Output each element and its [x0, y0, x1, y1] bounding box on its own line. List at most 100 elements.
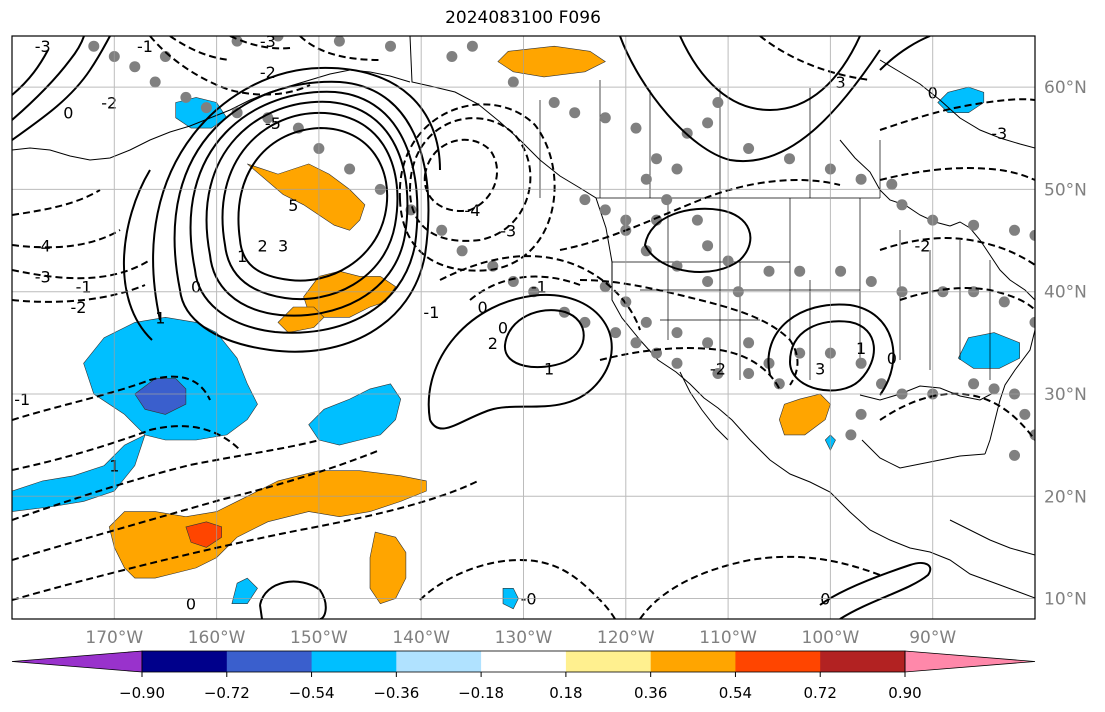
contour-label: -3 — [500, 221, 516, 240]
station-marker — [333, 36, 345, 47]
contour-label: 3 — [836, 73, 846, 92]
station-marker — [702, 337, 714, 349]
contour-label: 0 — [887, 349, 897, 368]
station-marker — [385, 40, 396, 52]
station-marker — [968, 219, 980, 231]
latitude-tick-label: 30°N — [1044, 385, 1087, 405]
colorbar-segment — [735, 651, 821, 672]
colorbar-tick-label: 0.90 — [888, 684, 921, 702]
contour-label: -3 — [35, 37, 51, 56]
station-marker — [896, 199, 908, 211]
contour-label: -2 — [260, 63, 276, 82]
contour-label: 1 — [237, 247, 247, 266]
colorbar-extend-high — [904, 650, 1036, 673]
station-marker — [1029, 316, 1035, 328]
station-marker — [702, 117, 714, 129]
station-marker — [569, 107, 581, 119]
contour-label: -4 — [464, 201, 480, 220]
observation-stations — [88, 36, 1035, 461]
contour-label: 1 — [544, 359, 554, 378]
contour-label: -3 — [260, 32, 276, 51]
station-marker — [794, 347, 806, 359]
contour-label: -2 — [710, 359, 726, 378]
longitude-tick-label: 90°W — [909, 628, 956, 648]
station-marker — [855, 357, 867, 369]
latitude-tick-label: 40°N — [1044, 283, 1087, 303]
contour-label: -1 — [14, 390, 30, 409]
station-marker — [466, 40, 478, 52]
station-marker — [763, 265, 775, 277]
contour-label: -1 — [76, 278, 92, 297]
station-marker — [661, 194, 673, 206]
map-frame — [11, 35, 1036, 620]
anomaly-patch — [12, 316, 258, 512]
station-marker — [743, 368, 755, 379]
contour-label: -5 — [265, 114, 281, 133]
anomaly-patch — [778, 393, 831, 436]
colorbar-segment — [226, 651, 313, 672]
colorbar-segment — [481, 651, 567, 672]
contour-label: -2 — [915, 237, 931, 256]
contour-label: -4 — [35, 237, 51, 256]
station-marker — [702, 240, 714, 252]
station-marker — [998, 296, 1010, 308]
station-marker — [651, 153, 662, 165]
contour-label: 5 — [288, 196, 298, 215]
contour-label: -3 — [991, 124, 1007, 143]
anomaly-patch — [277, 306, 325, 333]
contour-lines-negative — [12, 36, 1035, 619]
map-gridlines — [12, 36, 1035, 619]
station-marker — [784, 153, 795, 165]
contour-label: -1 — [137, 37, 153, 56]
colorbar-tick-label: 0.72 — [803, 684, 836, 702]
anomaly-patch — [497, 45, 606, 78]
station-marker — [855, 173, 867, 185]
station-marker — [180, 91, 192, 103]
station-marker — [712, 368, 724, 379]
station-marker — [436, 224, 448, 236]
station-marker — [773, 378, 785, 390]
anomaly-patch — [957, 332, 1020, 369]
anomaly-patch — [231, 577, 258, 604]
station-marker — [1009, 224, 1020, 236]
contour-label: 0 — [63, 104, 73, 123]
latitude-tick-labels: 60°N 50°N 40°N 30°N 20°N 10°N — [1044, 78, 1087, 609]
station-marker — [743, 337, 755, 349]
station-marker — [1029, 229, 1035, 241]
station-marker — [865, 276, 877, 287]
station-marker — [640, 245, 652, 257]
longitude-tick-label: 120°W — [597, 628, 655, 648]
station-marker — [456, 245, 468, 257]
contour-label: -3 — [35, 267, 51, 286]
station-marker — [1019, 408, 1031, 420]
anomaly-patch — [308, 383, 402, 446]
station-marker — [630, 337, 642, 349]
station-marker — [149, 76, 161, 88]
colorbar-segment — [820, 651, 906, 672]
station-marker — [640, 173, 652, 185]
station-marker — [988, 383, 1000, 395]
anomaly-patch — [937, 86, 985, 113]
contour-label: -2 — [71, 298, 87, 317]
station-marker — [855, 408, 867, 420]
station-marker — [599, 112, 611, 124]
colorbar-tick-label: −0.90 — [119, 684, 165, 702]
station-marker — [671, 357, 683, 369]
longitude-tick-label: 150°W — [290, 628, 348, 648]
longitude-tick-label: 140°W — [392, 628, 450, 648]
longitude-tick-label: 130°W — [495, 628, 553, 648]
anomaly-shading — [12, 45, 1020, 610]
station-marker — [1009, 449, 1020, 461]
contour-label: 3 — [278, 237, 288, 256]
colorbar-tick-label: −0.72 — [204, 684, 250, 702]
colorbar-tick-label: 0.36 — [634, 684, 667, 702]
contour-label: 1 — [856, 339, 866, 358]
latitude-tick-label: 20°N — [1044, 487, 1087, 507]
station-marker — [599, 204, 611, 216]
contour-label: 2 — [258, 237, 268, 256]
contour-label: 2 — [488, 334, 498, 353]
anomaly-patch — [247, 163, 366, 231]
station-marker — [88, 40, 100, 52]
